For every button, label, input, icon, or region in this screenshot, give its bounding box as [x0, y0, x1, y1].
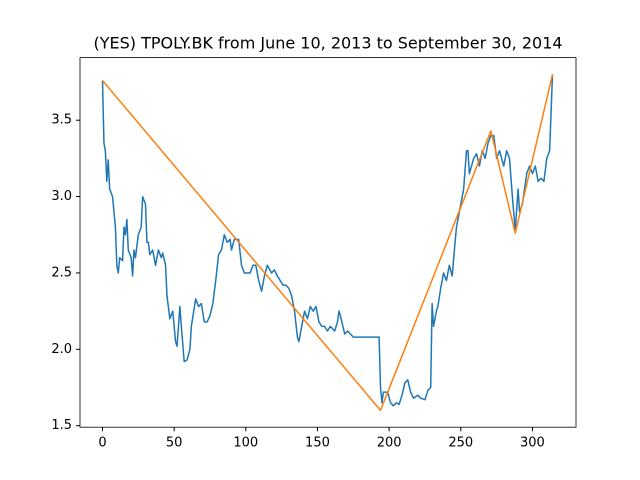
x-tick-label: 0: [98, 436, 106, 451]
plot-frame: [79, 57, 577, 428]
y-tick-label: 3.5: [51, 113, 72, 128]
x-tick-label: 300: [520, 436, 545, 451]
x-tick-label: 100: [233, 436, 258, 451]
chart-title: (YES) TPOLY.BK from June 10, 2013 to Sep…: [93, 34, 562, 53]
line: [101, 74, 554, 407]
x-tick-label: 200: [377, 436, 402, 451]
x-tick-label: 150: [305, 436, 330, 451]
x-tick-label: 250: [448, 436, 473, 451]
y-tick-label: 3.0: [51, 189, 72, 204]
y-tick-label: 2.0: [51, 342, 72, 357]
x-tick-label: 50: [166, 436, 183, 451]
y-tick-label: 1.5: [51, 418, 72, 433]
y-tick-label: 2.5: [51, 265, 72, 280]
line: [101, 74, 554, 412]
